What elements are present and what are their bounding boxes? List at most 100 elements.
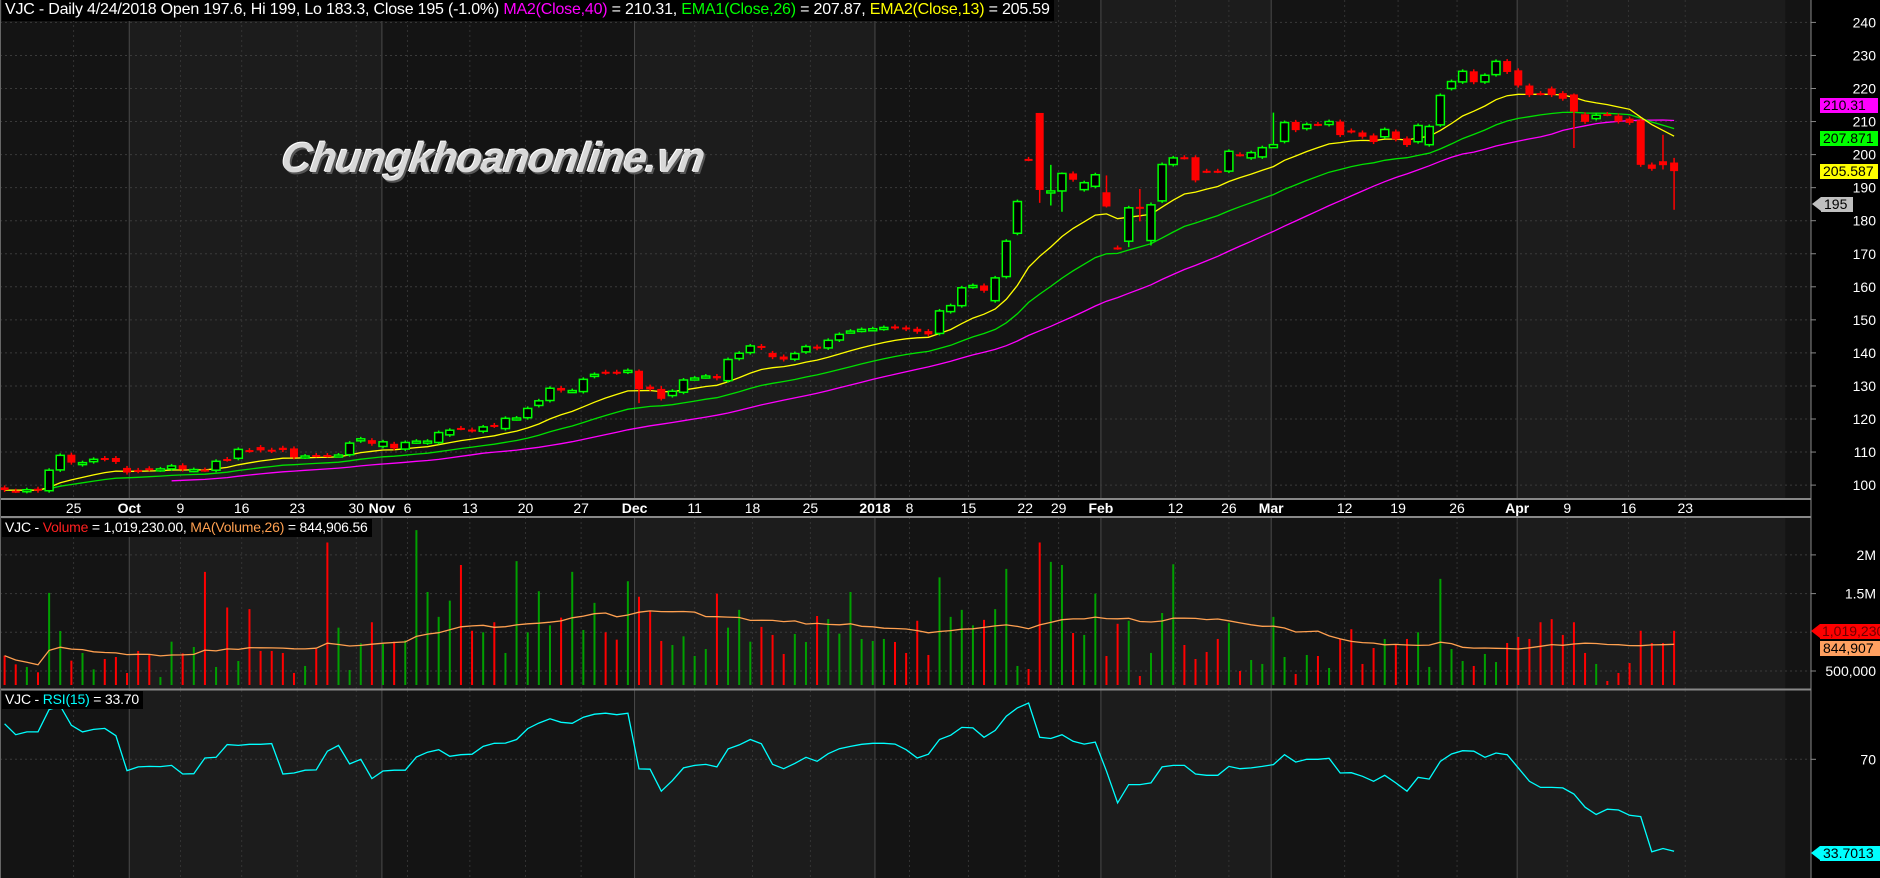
candle-body: [433, 431, 444, 444]
ema13-value: = 205.59: [984, 1, 1050, 18]
candle-body: [233, 448, 244, 460]
candlestick: [1236, 152, 1245, 157]
candle-body: [589, 373, 600, 378]
price-axis-label: 120: [1853, 411, 1877, 427]
candlestick: [567, 388, 577, 394]
candle-body: [490, 424, 499, 427]
candlestick: [1391, 129, 1400, 142]
candlestick: [456, 425, 465, 431]
candle-body: [0, 487, 9, 491]
watermark-logo: Chungkhoanonline.vn: [278, 134, 708, 181]
candle-body: [378, 441, 388, 448]
rsi-line: [4, 702, 1675, 853]
candlestick: [845, 329, 856, 334]
candlestick: [623, 368, 633, 375]
candle-body: [657, 388, 666, 399]
month-band: [129, 0, 382, 499]
candlestick: [1647, 162, 1656, 171]
candle-body: [189, 468, 199, 473]
candlestick: [1069, 171, 1078, 182]
candle-body: [1446, 80, 1457, 90]
candlestick: [924, 329, 933, 337]
x-axis-label: 22: [1017, 500, 1033, 516]
candle-body: [1636, 120, 1645, 165]
rsi-legend: VJC - RSI(15) = 33.70: [2, 691, 143, 709]
candle-body: [312, 455, 321, 458]
candlestick: [980, 283, 989, 293]
price-axis-label: 100: [1853, 477, 1877, 493]
candle-body: [500, 417, 511, 430]
candle-body: [1079, 181, 1089, 191]
candlestick: [635, 369, 644, 404]
month-band: [1517, 690, 1786, 878]
candlestick: [1090, 172, 1101, 189]
candlestick: [1213, 168, 1222, 174]
x-axis-label: 26: [1221, 500, 1237, 516]
candlestick: [589, 372, 600, 379]
candle-body: [1069, 173, 1078, 180]
candle-body: [957, 287, 967, 307]
candlestick: [267, 447, 276, 454]
x-axis-label: 16: [234, 500, 250, 516]
candlestick: [256, 445, 265, 453]
candle-body: [55, 454, 65, 471]
price-axis-label: 150: [1853, 312, 1877, 328]
candlestick: [123, 465, 132, 475]
x-axis-label: 26: [1449, 500, 1465, 516]
candle-body: [145, 468, 154, 471]
candle-body: [867, 328, 878, 332]
candlestick: [1402, 136, 1411, 147]
candle-body: [913, 328, 922, 332]
candlestick: [1079, 180, 1089, 192]
candle-body: [1324, 120, 1334, 126]
candlestick: [323, 453, 332, 458]
candle-body: [400, 441, 411, 450]
x-axis-label: 12: [1168, 500, 1184, 516]
price-axis-label: 180: [1853, 213, 1877, 229]
volume-label: Volume: [42, 519, 89, 535]
candle-body: [1347, 130, 1356, 133]
candlestick: [511, 416, 522, 421]
candlestick: [1102, 175, 1111, 208]
candlestick: [1379, 127, 1390, 139]
candle-body: [635, 370, 644, 390]
candlestick: [312, 453, 321, 458]
candlestick: [867, 326, 878, 332]
candlestick: [856, 327, 867, 333]
candle-body: [1113, 247, 1122, 250]
candle-body: [1246, 151, 1256, 159]
candlestick: [1558, 91, 1567, 101]
x-axis-label: 20: [518, 500, 534, 516]
candlestick: [1457, 69, 1468, 84]
volume-axis-label: 2M: [1857, 547, 1876, 563]
candlestick: [578, 377, 589, 394]
candlestick: [468, 427, 477, 433]
candlestick: [1302, 122, 1312, 131]
candle-body: [646, 386, 655, 390]
candlestick: [378, 439, 388, 449]
candlestick: [1046, 164, 1056, 206]
candlestick: [1670, 157, 1679, 210]
candlestick: [667, 389, 678, 398]
candle-body: [300, 455, 310, 459]
candlestick: [300, 454, 310, 459]
candle-body: [511, 417, 522, 421]
candle-body: [823, 339, 833, 349]
candle-body: [1603, 113, 1612, 116]
candle-body: [1057, 172, 1067, 192]
x-axis-label: 9: [177, 500, 185, 516]
candlestick: [1503, 59, 1512, 74]
candlestick: [768, 350, 777, 360]
candle-body: [1379, 128, 1390, 138]
x-axis-label: Oct: [118, 500, 142, 516]
candle-body: [1257, 146, 1268, 158]
x-axis-label: 2018: [859, 500, 890, 516]
candlestick: [1279, 120, 1290, 144]
candle-body: [1491, 60, 1501, 76]
candle-body: [88, 458, 99, 463]
candle-body: [768, 352, 777, 358]
candlestick: [233, 447, 244, 461]
candle-body: [1024, 158, 1033, 161]
x-axis-label: 12: [1337, 500, 1353, 516]
